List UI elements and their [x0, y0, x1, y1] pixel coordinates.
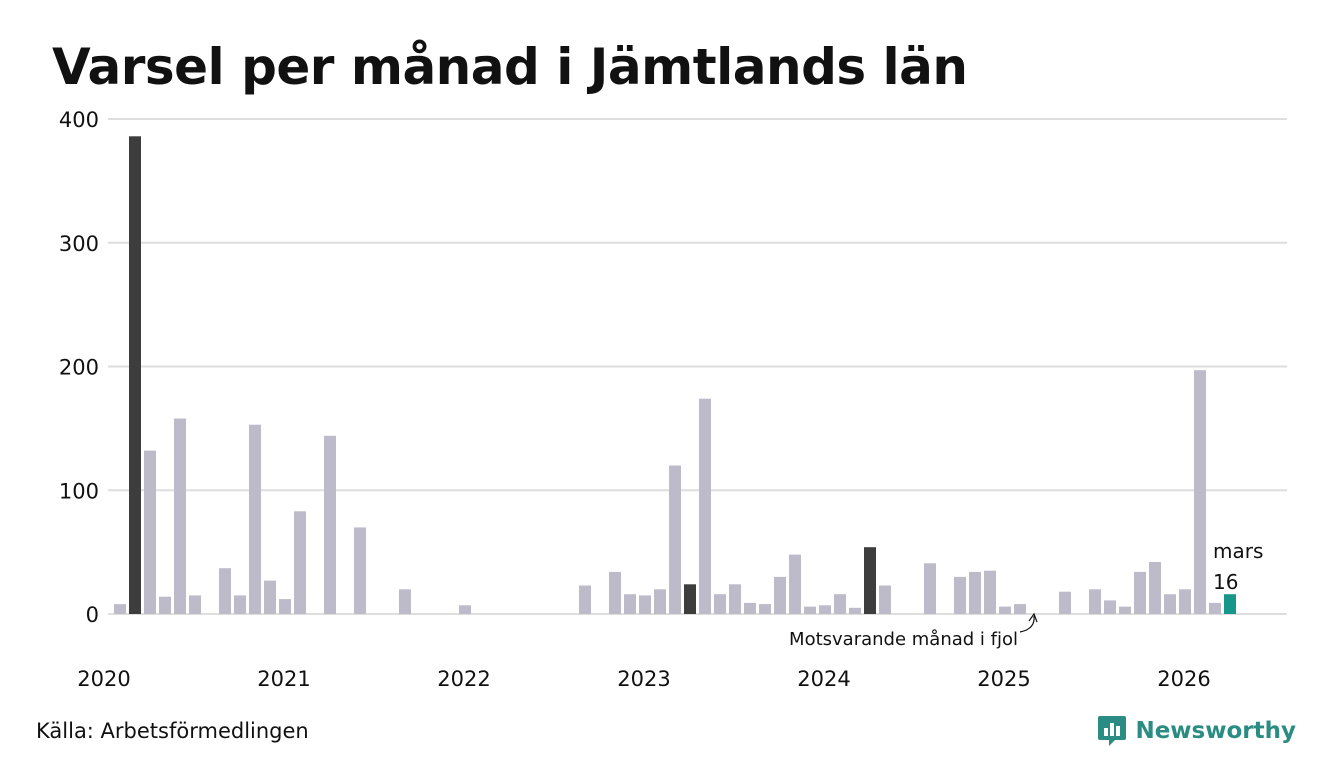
month-bar: [1089, 589, 1101, 615]
month-bar: [1104, 600, 1116, 614]
current-month-bar: [1224, 594, 1236, 614]
y-tick-label: 300: [59, 232, 99, 256]
gridlines: [108, 118, 1287, 615]
month-bar: [744, 602, 756, 614]
x-axis-tick-labels: 2020 2021 2022 2023 2024 2025 2026: [77, 667, 1210, 691]
month-bar: [834, 594, 846, 614]
month-bar: [759, 604, 771, 614]
month-bar: [669, 465, 681, 614]
month-bar: [1179, 589, 1191, 615]
x-tick-label: 2024: [797, 667, 850, 691]
month-bar: [294, 511, 306, 614]
month-bar: [849, 607, 861, 614]
month-bar: [399, 589, 411, 615]
same-month-note: Motsvarande månad i fjol: [789, 629, 1018, 650]
month-bar: [189, 595, 201, 614]
month-bar: [114, 604, 126, 614]
month-bar: [879, 585, 891, 614]
note-arrowhead: [1028, 612, 1038, 623]
y-tick-label: 200: [59, 356, 99, 380]
month-bar: [624, 594, 636, 614]
month-bar: [1014, 604, 1026, 614]
month-bar: [729, 584, 741, 614]
month-bar: [174, 418, 186, 614]
month-bar: [819, 605, 831, 614]
y-tick-label: 400: [59, 108, 99, 132]
source-note: Källa: Arbetsförmedlingen: [36, 719, 309, 743]
y-axis-tick-labels: 0 100 200 300 400: [59, 108, 99, 627]
month-bar: [1134, 571, 1146, 614]
month-bar: [324, 435, 336, 614]
newsworthy-logo-icon: [1098, 716, 1127, 746]
month-bar: [999, 606, 1011, 614]
month-bar: [924, 563, 936, 614]
x-tick-label: 2022: [437, 667, 490, 691]
current-value-label: 16: [1213, 570, 1238, 594]
month-bar: [1164, 594, 1176, 614]
month-bar: [249, 424, 261, 614]
x-tick-label: 2021: [257, 667, 310, 691]
x-tick-label: 2025: [977, 667, 1030, 691]
bars: [114, 136, 1236, 615]
month-bar: [714, 594, 726, 614]
y-tick-label: 100: [59, 479, 99, 503]
month-bar: [1059, 591, 1071, 614]
month-bar: [144, 450, 156, 614]
brand-name: Newsworthy: [1135, 718, 1296, 744]
month-bar: [159, 596, 171, 614]
annotations: mars 16 Motsvarande månad i fjol: [789, 539, 1263, 650]
x-tick-label: 2026: [1157, 667, 1210, 691]
month-bar: [234, 595, 246, 614]
chart-title: Varsel per månad i Jämtlands län: [52, 38, 968, 96]
month-bar: [954, 576, 966, 614]
month-bar: [804, 606, 816, 614]
month-bar: [219, 568, 231, 614]
brand-logo: Newsworthy: [1097, 714, 1296, 748]
month-bar: [639, 595, 651, 614]
note-arrow: [1019, 615, 1035, 633]
month-bar: [774, 576, 786, 614]
month-bar: [1209, 602, 1221, 614]
month-bar: [264, 580, 276, 614]
month-bar: [984, 570, 996, 614]
month-bar: [789, 554, 801, 614]
month-bar: [699, 398, 711, 614]
current-month-label: mars: [1213, 539, 1263, 563]
y-tick-label: 0: [86, 603, 99, 627]
month-bar: [1194, 370, 1206, 614]
x-tick-label: 2020: [77, 667, 130, 691]
same-month-bar: [684, 584, 696, 614]
month-bar: [1119, 606, 1131, 614]
same-month-bar: [129, 136, 141, 615]
month-bar: [354, 527, 366, 614]
month-bar: [969, 571, 981, 614]
month-bar: [279, 599, 291, 614]
month-bar: [609, 571, 621, 614]
month-bar: [459, 605, 471, 614]
same-month-bar: [864, 547, 876, 614]
month-bar: [1149, 562, 1161, 614]
x-tick-label: 2023: [617, 667, 670, 691]
month-bar: [654, 589, 666, 615]
month-bar: [579, 585, 591, 614]
